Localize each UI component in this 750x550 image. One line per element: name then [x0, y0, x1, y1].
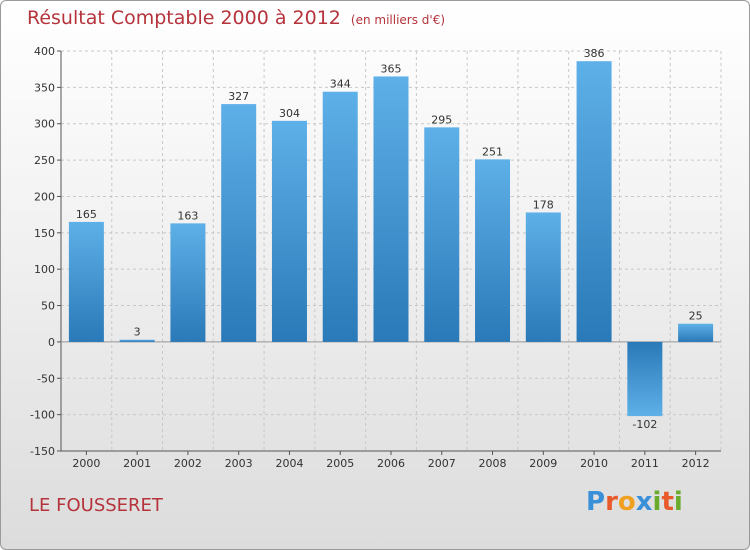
logo-letter: P [586, 487, 606, 517]
data-label-2001: 3 [134, 326, 141, 339]
logo-letter: t [661, 487, 674, 517]
data-label-2007: 295 [431, 113, 452, 126]
logo-letter: o [617, 487, 636, 517]
logo-letter: r [605, 487, 618, 517]
bars [68, 61, 714, 417]
data-label-2002: 163 [177, 209, 198, 222]
data-label-2012: 25 [689, 310, 703, 323]
axes: -150 -100 -50 0 50 100 150 200 250 300 350 400 2000 2… [30, 45, 721, 470]
y-tick-label: 400 [34, 45, 55, 58]
y-tick-label: -100 [30, 409, 55, 422]
x-tick-label: 2009 [529, 457, 557, 470]
y-tick-label: 300 [34, 118, 55, 131]
data-label-2008: 251 [482, 145, 503, 158]
x-tick-label: 2008 [479, 457, 507, 470]
y-tick-label: -150 [30, 445, 55, 458]
commune-name: LE FOUSSERET [29, 495, 163, 516]
logo-letter: i [673, 487, 683, 517]
x-tick-label: 2003 [225, 457, 253, 470]
bar-2004 [271, 120, 307, 342]
x-tick-label: 2011 [631, 457, 659, 470]
data-label-2010: 386 [584, 47, 605, 60]
bar-2005 [322, 91, 358, 342]
bar-2001 [119, 339, 155, 342]
bar-2002 [170, 223, 206, 342]
bar-2010 [576, 61, 612, 342]
bar-2006 [373, 76, 409, 342]
logo-letter: x [635, 487, 653, 517]
bar-2009 [525, 212, 561, 342]
x-tick-label: 2012 [682, 457, 710, 470]
bar-2008 [475, 159, 511, 342]
data-label-2011: -102 [632, 418, 657, 431]
x-tick-label: 2001 [123, 457, 151, 470]
y-tick-label: 200 [34, 190, 55, 203]
bar-2003 [221, 104, 257, 342]
x-tick-label: 2007 [428, 457, 456, 470]
y-tick-label: 150 [34, 227, 55, 240]
x-tick-label: 2000 [72, 457, 100, 470]
chart-title: Résultat Comptable 2000 à 2012 (en millie… [27, 7, 445, 29]
y-tick-label: 0 [48, 336, 55, 349]
proxiti-logo[interactable]: Proxiti [586, 487, 683, 517]
x-tick-label: 2006 [377, 457, 405, 470]
y-tick-label: -50 [37, 372, 55, 385]
data-label-2006: 365 [381, 62, 402, 75]
y-tick-label: 50 [41, 300, 55, 313]
bar-2000 [68, 221, 104, 342]
y-tick-label: 350 [34, 81, 55, 94]
y-tick-label: 100 [34, 263, 55, 276]
chart-title-text: Résultat Comptable 2000 à 2012 [27, 7, 341, 29]
bar-2007 [424, 127, 460, 342]
x-tick-label: 2010 [580, 457, 608, 470]
x-tick-label: 2002 [174, 457, 202, 470]
bar-2011 [627, 341, 663, 417]
data-label-2004: 304 [279, 107, 300, 120]
data-labels: 165 3 163 327 304 344 365 295 251 178 386 -102 25 [76, 47, 703, 431]
data-label-2009: 178 [533, 198, 554, 211]
data-label-2005: 344 [330, 78, 351, 91]
data-label-2003: 327 [228, 90, 249, 103]
chart-subtitle: (en milliers d'€) [350, 13, 446, 27]
data-label-2000: 165 [76, 208, 97, 221]
x-tick-label: 2005 [326, 457, 354, 470]
logo-letter: i [652, 487, 662, 517]
y-tick-label: 250 [34, 154, 55, 167]
x-tick-label: 2004 [275, 457, 303, 470]
bar-2012 [678, 323, 714, 342]
